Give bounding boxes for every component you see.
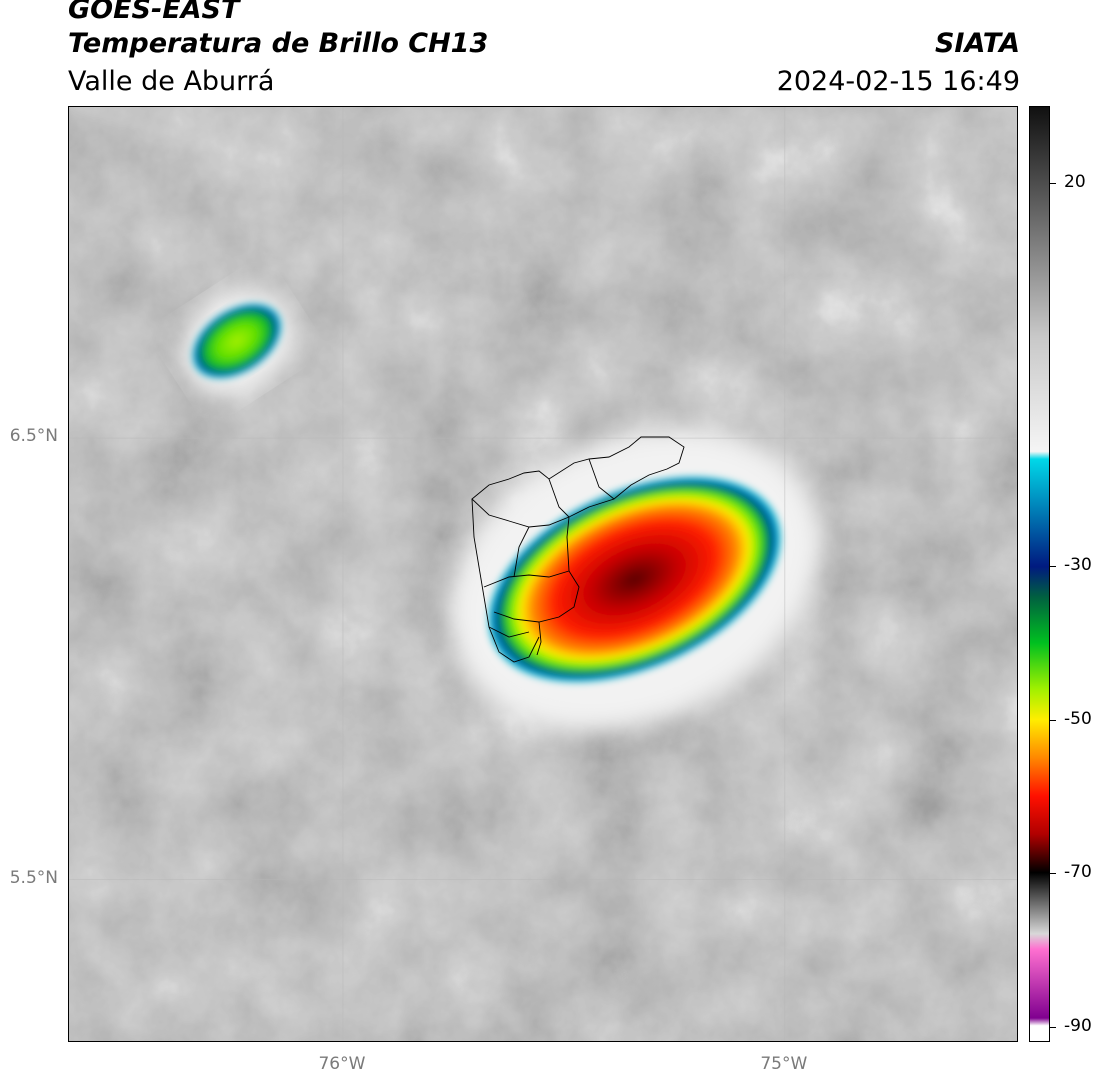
colorbar [1029, 106, 1050, 1042]
lat-tick-label: 5.5°N [9, 867, 58, 888]
lon-tick-label: 75°W [760, 1054, 808, 1074]
product-title: Temperatura de Brillo CH13 [68, 28, 489, 59]
municipality-boundary [483, 570, 580, 623]
municipality-boundary [471, 436, 685, 528]
satellite-map[interactable] [68, 106, 1018, 1042]
municipality-boundary [548, 478, 570, 518]
colorbar-tick-label: -30 [1064, 555, 1092, 576]
convective-cell [192, 303, 282, 379]
colorbar-tick [1050, 719, 1056, 721]
municipality-boundary [566, 516, 570, 572]
timestamp-label: 2024-02-15 16:49 [776, 66, 1020, 97]
municipality-boundary [588, 458, 615, 500]
lat-tick-label: 6.5°N [9, 426, 58, 447]
convective-cell [488, 477, 781, 682]
lon-tick-label: 76°W [318, 1054, 366, 1074]
colorbar-tick [1050, 182, 1056, 184]
map-canvas [69, 107, 1017, 1041]
region-label: Valle de Aburrá [68, 66, 275, 97]
colorbar-tick-label: 20 [1064, 171, 1086, 192]
municipality-boundary [488, 626, 530, 638]
municipality-boundary [536, 621, 542, 656]
colorbar-tick [1050, 566, 1056, 568]
colorbar-tick-label: -90 [1064, 1015, 1092, 1036]
municipality-boundary [513, 526, 530, 578]
organization-label: SIATA [934, 28, 1020, 59]
colorbar-tick-label: -70 [1064, 862, 1092, 883]
satellite-title: GOES-EAST [68, 0, 240, 25]
colorbar-tick-label: -50 [1064, 708, 1092, 729]
colorbar-tick [1050, 873, 1056, 875]
colorbar-tick [1050, 1026, 1056, 1028]
